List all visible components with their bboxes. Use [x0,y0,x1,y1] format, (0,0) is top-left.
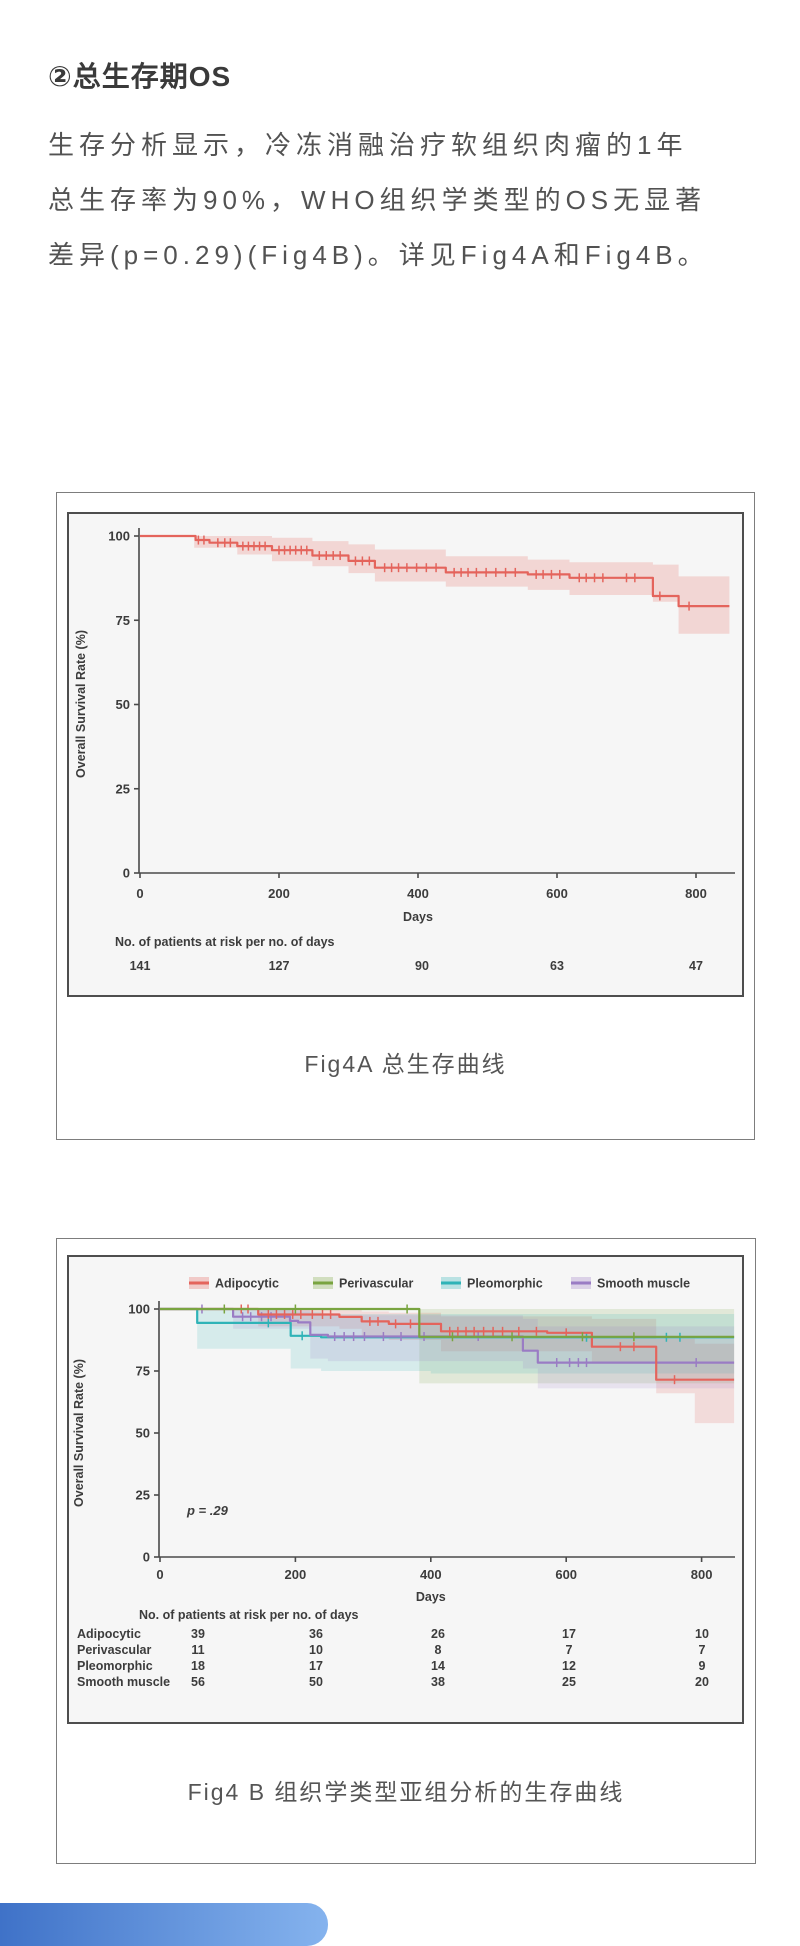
svg-text:75: 75 [136,1364,150,1379]
svg-text:Smooth muscle: Smooth muscle [77,1675,170,1689]
svg-text:Days: Days [416,1590,446,1604]
paragraph: 生存分析显示，冷冻消融治疗软组织肉瘤的1年 总生存率为90%，WHO组织学类型的… [48,118,764,283]
svg-text:26: 26 [431,1627,445,1641]
svg-text:25: 25 [562,1675,576,1689]
svg-text:127: 127 [269,959,290,973]
svg-text:100: 100 [128,1302,150,1317]
svg-text:Days: Days [403,910,433,924]
svg-text:0: 0 [156,1567,163,1582]
p-value-annotation: p = .29 [186,1503,229,1518]
svg-text:Smooth muscle: Smooth muscle [597,1277,690,1291]
axis-labels: 0 25 50 75 100 0 200 400 600 800 Days Overall Survi… [72,1302,712,1605]
svg-text:75: 75 [116,613,130,628]
risk-table: No. of patients at risk per no. of days 1… [115,935,703,973]
svg-text:200: 200 [268,886,290,901]
svg-text:25: 25 [116,781,130,796]
svg-text:10: 10 [309,1643,323,1657]
fig4b-km-chart: 0 25 50 75 100 0 200 400 600 800 Days Overall Survi… [72,1277,735,1689]
axes [154,1301,735,1562]
bottom-accent-bar [0,1903,328,1946]
fig4b-chart-image: 0 25 50 75 100 0 200 400 600 800 Days Overall Survi… [67,1255,744,1724]
risk-table: No. of patients at risk per no. of days A… [77,1608,709,1689]
svg-text:50: 50 [116,697,130,712]
svg-text:14: 14 [431,1659,445,1673]
svg-text:12: 12 [562,1659,576,1673]
svg-text:50: 50 [309,1675,323,1689]
svg-text:11: 11 [191,1643,204,1657]
svg-text:600: 600 [546,886,568,901]
svg-text:56: 56 [191,1675,205,1689]
fig4a-km-chart: 0 25 50 75 100 0 200 400 600 800 Days Overall Survi… [74,528,735,973]
svg-text:Overall Survival Rate (%): Overall Survival Rate (%) [74,630,88,778]
svg-text:0: 0 [123,866,130,881]
svg-text:20: 20 [695,1675,709,1689]
censor-marks [194,535,693,611]
svg-text:17: 17 [309,1659,323,1673]
svg-text:600: 600 [555,1567,577,1582]
fig4a-panel: 0 25 50 75 100 0 200 400 600 800 Days Overall Survi… [56,492,755,1140]
svg-text:10: 10 [695,1627,709,1641]
svg-text:39: 39 [191,1627,205,1641]
svg-text:400: 400 [407,886,429,901]
legend: Adipocytic Perivascular Pleomorphic Smooth … [189,1277,690,1291]
svg-text:Adipocytic: Adipocytic [215,1277,279,1291]
axis-labels: 0 25 50 75 100 0 200 400 600 800 Days Overall Survi… [74,529,707,925]
svg-text:Pleomorphic: Pleomorphic [467,1277,543,1291]
svg-text:Overall Survival Rate (%): Overall Survival Rate (%) [72,1359,86,1507]
svg-text:50: 50 [136,1426,150,1441]
fig4a-chart-image: 0 25 50 75 100 0 200 400 600 800 Days Overall Survi… [67,512,744,997]
svg-text:Perivascular: Perivascular [339,1277,413,1291]
svg-text:18: 18 [191,1659,205,1673]
svg-text:36: 36 [309,1627,323,1641]
svg-text:38: 38 [431,1675,445,1689]
paragraph-line-3: 差异(p=0.29)(Fig4B)。详见Fig4A和Fig4B。 [48,240,709,270]
survival-curves [160,1304,735,1385]
svg-text:7: 7 [566,1643,573,1657]
svg-text:400: 400 [420,1567,442,1582]
svg-text:No. of patients at risk per no: No. of patients at risk per no. of days [139,1608,359,1622]
svg-text:100: 100 [108,529,130,544]
axes [134,528,735,878]
svg-text:200: 200 [285,1567,307,1582]
fig4b-panel: 0 25 50 75 100 0 200 400 600 800 Days Overall Survi… [56,1238,756,1864]
svg-text:141: 141 [130,959,151,973]
confidence-bands [194,536,730,634]
survival-curves [140,534,730,611]
svg-text:800: 800 [685,886,707,901]
svg-text:Adipocytic: Adipocytic [77,1627,141,1641]
svg-text:No. of patients at risk per no: No. of patients at risk per no. of days [115,935,335,949]
paragraph-line-2: 总生存率为90%，WHO组织学类型的OS无显著 [48,185,707,215]
svg-text:25: 25 [136,1488,150,1503]
svg-text:17: 17 [562,1627,576,1641]
svg-text:Pleomorphic: Pleomorphic [77,1659,153,1673]
svg-text:0: 0 [143,1550,150,1565]
svg-text:0: 0 [136,886,143,901]
svg-text:90: 90 [415,959,429,973]
section-heading: ②总生存期OS [48,61,232,92]
confidence-bands [197,1309,735,1424]
paragraph-line-1: 生存分析显示，冷冻消融治疗软组织肉瘤的1年 [48,130,688,160]
censor-marks [220,1304,638,1342]
svg-text:8: 8 [435,1643,442,1657]
fig4a-caption: Fig4A 总生存曲线 [304,1051,507,1077]
svg-text:9: 9 [699,1659,706,1673]
fig4b-caption: Fig4 B 组织学类型亚组分析的生存曲线 [187,1779,625,1805]
svg-text:7: 7 [699,1643,706,1657]
svg-text:Perivascular: Perivascular [77,1643,151,1657]
svg-text:47: 47 [689,959,703,973]
svg-text:63: 63 [550,959,564,973]
svg-text:800: 800 [691,1567,713,1582]
